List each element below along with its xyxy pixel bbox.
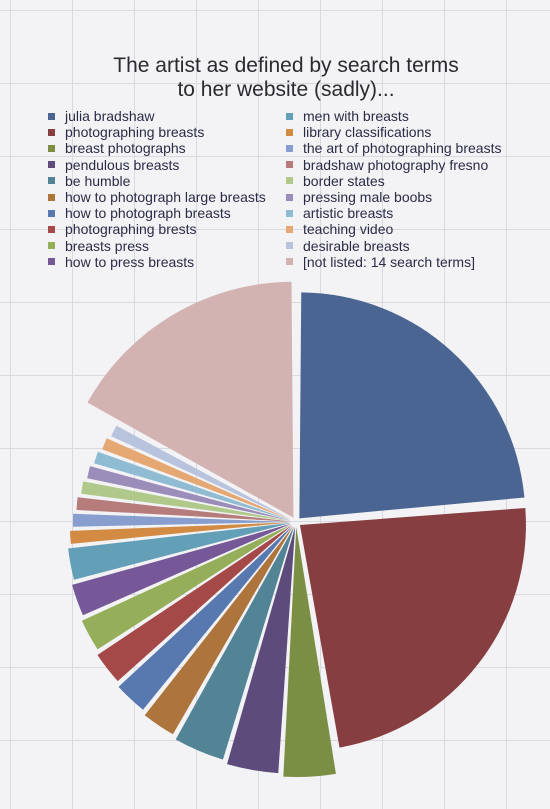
legend-swatch (286, 242, 293, 250)
legend-label: how to photograph large breasts (65, 189, 266, 206)
pie-slice (87, 466, 292, 521)
legend-swatch (48, 258, 55, 266)
pie-slice (299, 508, 526, 748)
legend-item: library classifications (286, 124, 524, 140)
legend-label: the art of photographing breasts (303, 140, 502, 157)
legend-label: photographing breasts (65, 124, 205, 141)
legend-swatch (48, 112, 55, 120)
chart-title-line-1: The artist as defined by search terms (113, 54, 459, 77)
legend-item: pressing male boobs (286, 189, 524, 205)
pie-slice (76, 497, 292, 522)
legend-label: julia bradshaw (65, 108, 155, 125)
legend-label: desirable breasts (303, 237, 410, 254)
legend-swatch (286, 258, 293, 266)
pie-slice (175, 526, 295, 760)
legend-item: bradshaw photography fresno (286, 157, 524, 173)
pie-slice (111, 425, 292, 520)
legend-item: teaching video (286, 221, 524, 237)
pie-slice (73, 513, 292, 527)
legend-label: men with breasts (303, 108, 409, 125)
legend-swatch (286, 209, 293, 217)
legend-label: breast photographs (65, 140, 186, 157)
pie-slice (144, 526, 294, 735)
chart-title-line-2: to her website (sadly)... (177, 78, 395, 101)
legend-swatch (48, 128, 55, 136)
legend-item: men with breasts (286, 108, 524, 124)
legend-swatch (286, 161, 293, 169)
legend-swatch (48, 144, 55, 152)
legend-item: breasts press (48, 238, 286, 254)
chart-title: The artist as defined by search terms to… (0, 54, 550, 102)
pie-slice (102, 438, 292, 521)
legend-label: artistic breasts (303, 205, 394, 222)
legend-item: julia bradshaw (48, 108, 286, 124)
legend-label: photographing brests (65, 221, 197, 238)
legend-swatch (48, 161, 55, 169)
legend-item: how to press breasts (48, 254, 286, 270)
legend-label: pendulous breasts (65, 156, 180, 173)
pie-slice (72, 523, 292, 616)
pie-slice (87, 281, 294, 518)
legend-item: how to photograph breasts (48, 205, 286, 221)
legend-label: pressing male boobs (303, 189, 433, 206)
legend-item: [not listed: 14 search terms] (286, 254, 524, 270)
legend-label: be humble (65, 172, 131, 189)
legend-swatch (286, 193, 293, 201)
legend: julia bradshaw photographing breasts breas… (48, 108, 528, 270)
legend-item: photographing breasts (48, 124, 286, 140)
legend-swatch (48, 209, 55, 217)
pie-slice (97, 525, 293, 682)
legend-swatch (286, 112, 293, 120)
legend-swatch (286, 225, 293, 233)
legend-swatch (48, 193, 55, 201)
legend-item: be humble (48, 173, 286, 189)
legend-swatch (48, 242, 55, 250)
pie-slice (118, 525, 293, 710)
pie-slice (81, 481, 292, 522)
legend-swatch (48, 225, 55, 233)
pie-slice (299, 292, 525, 519)
legend-label: bradshaw photography fresno (303, 156, 489, 173)
legend-swatch (48, 177, 55, 185)
pie-slice (68, 522, 292, 580)
pie-slice (283, 526, 336, 777)
legend-item: artistic breasts (286, 205, 524, 221)
legend-item: the art of photographing breasts (286, 140, 524, 156)
legend-label: border states (303, 172, 385, 189)
legend-item: border states (286, 173, 524, 189)
legend-item: desirable breasts (286, 238, 524, 254)
legend-label: how to photograph breasts (65, 205, 231, 222)
legend-swatch (286, 177, 293, 185)
legend-item: how to photograph large breasts (48, 189, 286, 205)
legend-label: library classifications (303, 124, 432, 141)
legend-item: breast photographs (48, 140, 286, 156)
pie-slice (227, 526, 296, 774)
legend-label: breasts press (65, 237, 150, 254)
legend-swatch (286, 144, 293, 152)
pie-slice (69, 522, 292, 544)
legend-item: pendulous breasts (48, 157, 286, 173)
pie-slice (94, 451, 292, 521)
legend-label: how to press breasts (65, 253, 195, 270)
pie-slice (81, 524, 292, 650)
legend-label: [not listed: 14 search terms] (303, 253, 475, 270)
legend-swatch (286, 128, 293, 136)
legend-label: teaching video (303, 221, 394, 238)
legend-item: photographing brests (48, 221, 286, 237)
